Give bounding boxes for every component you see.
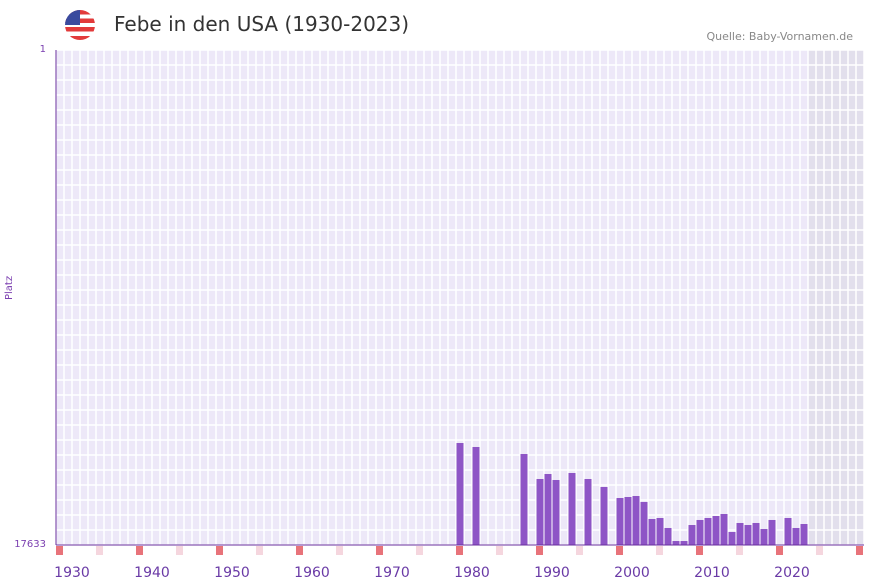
year-marker-2003 [656, 546, 663, 555]
x-tick-label: 1980 [454, 565, 490, 581]
bar-1998 [616, 498, 624, 545]
year-marker-2018 [776, 546, 783, 555]
bar-2008 [696, 519, 704, 545]
y-tick-bottom: 17633 [14, 539, 46, 550]
bar-1986 [520, 454, 528, 545]
bar-1992 [568, 472, 576, 545]
year-marker-1943 [176, 546, 183, 555]
bar-2013 [736, 522, 744, 545]
bar-2016 [760, 528, 768, 545]
bar-1994 [584, 478, 592, 545]
year-marker-2008 [696, 546, 703, 555]
year-marker-1953 [256, 546, 263, 555]
year-marker-2028 [856, 546, 863, 555]
year-marker-1948 [216, 546, 223, 555]
x-tick-label: 1950 [214, 565, 250, 581]
chart-title: Febe in den USA (1930-2023) [114, 12, 410, 36]
bar-2006 [680, 541, 688, 545]
year-marker-1963 [336, 546, 343, 555]
bar-2004 [664, 527, 672, 545]
bar-1999 [624, 496, 632, 545]
bar-1989 [544, 474, 552, 545]
bar-2015 [752, 522, 760, 545]
year-marker-1978 [456, 546, 463, 555]
year-marker-1968 [376, 546, 383, 555]
bar-2011 [720, 514, 728, 545]
bar-1996 [600, 486, 608, 545]
us-flag-icon [65, 10, 95, 40]
bar-2012 [728, 532, 736, 545]
year-marker-1938 [136, 546, 143, 555]
bar-2000 [632, 496, 640, 545]
year-marker-1973 [416, 546, 423, 555]
bar-2017 [768, 519, 776, 545]
year-marker-1993 [576, 546, 583, 555]
bar-1978 [456, 443, 464, 545]
y-tick-top: 1 [39, 44, 46, 55]
year-marker-1933 [96, 546, 103, 555]
x-tick-label: 2000 [614, 565, 650, 581]
bar-2009 [704, 517, 712, 545]
year-marker-1988 [536, 546, 543, 555]
bar-2005 [672, 541, 680, 545]
bar-1988 [536, 478, 544, 545]
bar-2002 [648, 519, 656, 545]
bar-1980 [472, 446, 480, 545]
bar-2003 [656, 517, 664, 545]
source-link[interactable]: Quelle: Baby-Vornamen.de [706, 30, 853, 43]
bar-2019 [784, 517, 792, 545]
year-marker-1998 [616, 546, 623, 555]
bar-1990 [552, 480, 560, 545]
x-tick-label: 2020 [774, 565, 810, 581]
x-tick-label: 1930 [54, 565, 90, 581]
bar-2014 [744, 525, 752, 545]
bar-2010 [712, 515, 720, 545]
bar-2020 [792, 527, 800, 545]
bar-2001 [640, 501, 648, 545]
year-marker-1958 [296, 546, 303, 555]
future-region [808, 50, 864, 545]
x-tick-label: 1940 [134, 565, 170, 581]
x-tick-label: 2010 [694, 565, 730, 581]
year-marker-2013 [736, 546, 743, 555]
year-marker-1983 [496, 546, 503, 555]
bar-2007 [688, 525, 696, 545]
x-tick-label: 1990 [534, 565, 570, 581]
year-marker-1928 [56, 546, 63, 555]
x-tick-label: 1960 [294, 565, 330, 581]
year-marker-2023 [816, 546, 823, 555]
bar-2021 [800, 524, 808, 545]
x-tick-label: 1970 [374, 565, 410, 581]
